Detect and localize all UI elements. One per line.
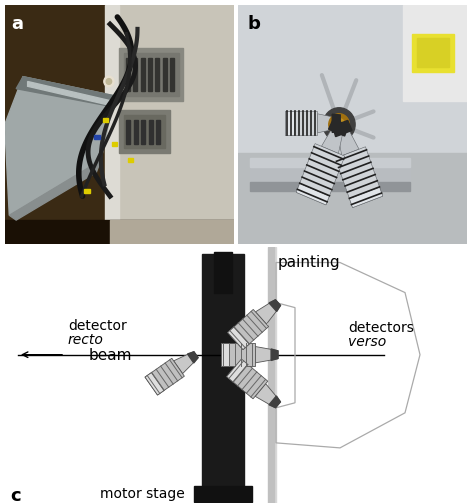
Bar <box>417 39 449 67</box>
Polygon shape <box>16 77 115 106</box>
Bar <box>112 142 118 145</box>
Polygon shape <box>336 122 359 156</box>
Polygon shape <box>285 111 317 135</box>
Bar <box>250 158 410 167</box>
Bar <box>250 158 410 192</box>
Bar <box>141 58 145 91</box>
Bar <box>110 220 234 244</box>
Polygon shape <box>145 358 185 395</box>
Polygon shape <box>27 81 110 106</box>
Text: recto: recto <box>68 332 104 347</box>
Polygon shape <box>332 114 340 132</box>
Circle shape <box>104 76 114 87</box>
Bar <box>128 158 134 162</box>
Text: c: c <box>10 487 21 503</box>
Polygon shape <box>333 120 352 137</box>
Polygon shape <box>296 144 345 205</box>
Bar <box>119 48 183 101</box>
Polygon shape <box>329 120 348 136</box>
Polygon shape <box>321 122 345 153</box>
Polygon shape <box>317 114 340 133</box>
Bar <box>105 5 119 244</box>
Text: verso: verso <box>348 334 386 349</box>
Bar <box>155 58 160 91</box>
Circle shape <box>323 108 355 141</box>
Bar <box>124 53 179 96</box>
Polygon shape <box>227 359 268 399</box>
Bar <box>403 5 467 101</box>
Text: motor stage: motor stage <box>100 487 185 501</box>
Polygon shape <box>5 77 115 215</box>
Bar <box>148 58 152 91</box>
Bar <box>124 115 165 148</box>
Text: a: a <box>12 15 24 33</box>
Polygon shape <box>255 299 281 324</box>
Polygon shape <box>228 327 249 350</box>
Text: painting: painting <box>278 256 341 271</box>
Bar <box>170 58 174 91</box>
Bar <box>119 110 169 153</box>
Bar <box>126 120 130 144</box>
Bar <box>238 153 467 244</box>
Polygon shape <box>269 300 280 311</box>
Bar <box>214 253 232 293</box>
Polygon shape <box>255 347 278 363</box>
Polygon shape <box>228 309 269 350</box>
Polygon shape <box>9 160 101 220</box>
Bar <box>134 58 137 91</box>
Text: detector: detector <box>68 318 127 332</box>
Bar <box>274 247 276 503</box>
Polygon shape <box>227 359 248 382</box>
Bar <box>202 255 244 488</box>
Bar <box>149 120 153 144</box>
Bar <box>5 220 234 244</box>
Bar <box>156 120 160 144</box>
Bar <box>84 190 90 193</box>
Circle shape <box>333 119 345 130</box>
Bar <box>141 120 145 144</box>
Polygon shape <box>220 343 229 366</box>
Polygon shape <box>220 343 255 366</box>
Bar <box>250 182 410 192</box>
Polygon shape <box>296 184 329 205</box>
Polygon shape <box>349 187 383 208</box>
Polygon shape <box>271 349 278 361</box>
Bar <box>163 58 167 91</box>
Polygon shape <box>145 373 164 395</box>
Text: beam: beam <box>88 348 132 363</box>
Bar <box>94 134 100 139</box>
Polygon shape <box>255 384 281 408</box>
Bar <box>110 5 234 244</box>
Polygon shape <box>285 111 295 135</box>
Polygon shape <box>187 352 198 363</box>
Bar <box>268 247 274 503</box>
Bar <box>134 120 138 144</box>
Text: b: b <box>247 15 261 33</box>
Circle shape <box>337 122 342 127</box>
Polygon shape <box>269 396 280 407</box>
Bar <box>103 118 108 122</box>
Polygon shape <box>174 352 198 374</box>
Text: detectors: detectors <box>348 320 414 334</box>
Circle shape <box>106 78 111 85</box>
Circle shape <box>329 114 349 135</box>
Bar <box>194 486 252 502</box>
Bar <box>126 58 130 91</box>
Bar <box>413 34 454 72</box>
Polygon shape <box>335 147 383 208</box>
